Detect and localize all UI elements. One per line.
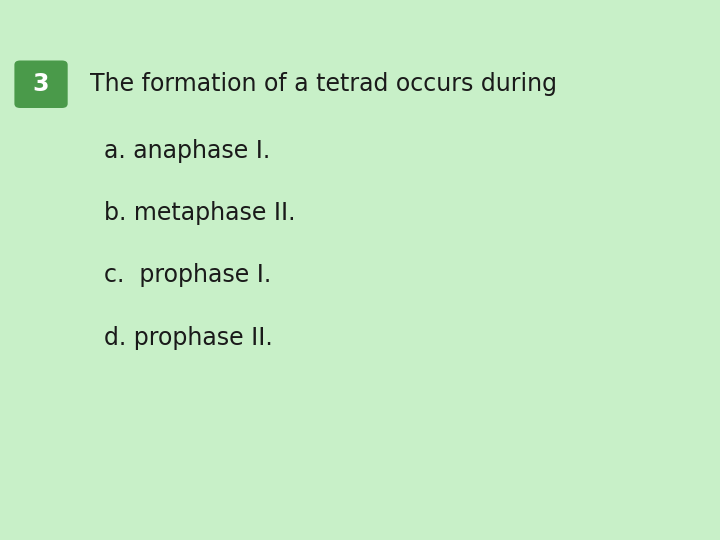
FancyBboxPatch shape: [14, 60, 68, 108]
Text: c.  prophase I.: c. prophase I.: [104, 264, 271, 287]
Text: b. metaphase II.: b. metaphase II.: [104, 201, 296, 225]
Text: a. anaphase I.: a. anaphase I.: [104, 139, 271, 163]
Text: d. prophase II.: d. prophase II.: [104, 326, 273, 349]
Text: 3: 3: [33, 72, 49, 96]
Text: The formation of a tetrad occurs during: The formation of a tetrad occurs during: [90, 72, 557, 96]
